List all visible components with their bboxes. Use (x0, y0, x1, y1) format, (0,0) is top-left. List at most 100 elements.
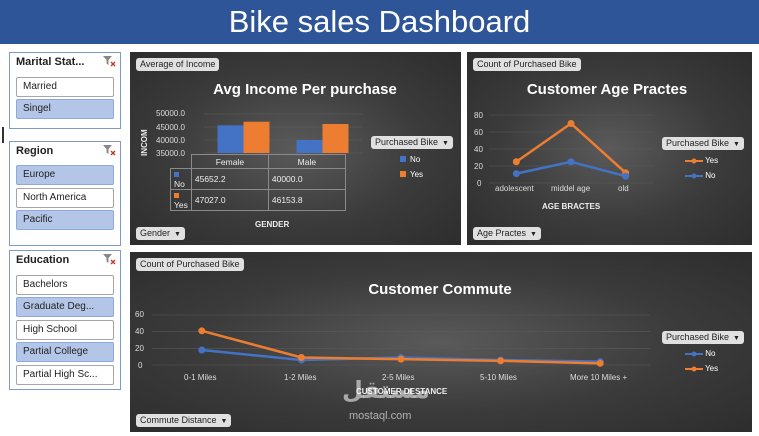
data-point-no (622, 172, 630, 180)
y-tick: 60 (474, 128, 483, 137)
legend-field-button[interactable]: Purchased Bike ▼ (662, 137, 744, 150)
legend-item-yes: Yes (400, 170, 423, 179)
slicer-item-pacific[interactable]: Pacific (16, 210, 114, 230)
bar-yes (322, 124, 349, 153)
data-point-yes (497, 357, 505, 365)
x-tick: adolescent (495, 184, 534, 193)
axis-field-button[interactable]: Gender ▼ (136, 227, 185, 240)
axis-field-button[interactable]: Age Practes ▼ (473, 227, 541, 240)
slicer-header: Region (10, 142, 120, 161)
y-tick: 0 (477, 179, 482, 188)
value-field-button[interactable]: Average of Income (136, 58, 220, 71)
y-tick: 35000.0 (156, 149, 185, 158)
table-cell: 40000.0 (267, 168, 346, 190)
axis-field-button[interactable]: Commute Distance ▼ (136, 414, 232, 427)
clear-filter-icon[interactable] (102, 55, 116, 67)
slicer-item-bachelors[interactable]: Bachelors (16, 275, 114, 295)
table-cell: 45652.2 (190, 168, 269, 190)
slicer-item-europe[interactable]: Europe (16, 165, 114, 185)
legend-marker-icon (685, 158, 703, 164)
data-point-no (198, 346, 206, 354)
table-cell: 47027.0 (190, 189, 269, 211)
bar-no (296, 140, 323, 153)
slicer-item-singel[interactable]: Singel (16, 99, 114, 119)
legend-marker-icon (685, 351, 703, 357)
y-tick: 20 (474, 162, 483, 171)
clear-filter-icon[interactable] (102, 144, 116, 156)
x-tick: 2-5 Miles (382, 373, 415, 382)
y-tick: 0 (138, 361, 143, 370)
y-tick: 20 (135, 344, 144, 353)
x-tick: old (618, 184, 629, 193)
income-bar-chart (204, 113, 362, 154)
slicer-item-north-america[interactable]: North America (16, 188, 114, 208)
legend-marker-icon (685, 173, 703, 179)
x-tick: More 10 Miles + (570, 373, 628, 382)
table-header: Male (267, 154, 346, 169)
slicer-item-graduate-degree[interactable]: Graduate Deg... (16, 297, 114, 317)
chart-title: Avg Income Per purchase (213, 81, 397, 98)
chart-title: Customer Age Practes (526, 81, 688, 98)
data-table: Female Male No 45652.2 40000.0 Yes 47027.0 46… (170, 154, 346, 211)
data-point-yes (198, 327, 206, 335)
age-chart-panel: Count of Purchased Bike Customer Age Pra… (467, 52, 752, 245)
slicer-item-partial-college[interactable]: Partial College (16, 342, 114, 362)
table-row: Yes 47027.0 46153.8 (170, 189, 346, 211)
legend-field-button[interactable]: Purchased Bike ▼ (662, 331, 744, 344)
dropdown-arrow-icon: ▼ (220, 418, 228, 425)
slicer-header: Marital Stat... (10, 53, 120, 72)
data-point-yes (567, 120, 575, 127)
y-tick: 80 (474, 111, 483, 120)
dashboard-title: Bike sales Dashboard (0, 0, 759, 44)
x-tick: 1-2 Miles (284, 373, 317, 382)
clear-filter-icon[interactable] (102, 253, 116, 265)
legend-item-yes: Yes (685, 156, 718, 165)
table-header: Female (190, 154, 269, 169)
y-tick: 40 (135, 327, 144, 336)
x-axis-label: GENDER (255, 220, 290, 229)
data-point-yes (596, 359, 604, 367)
data-point-yes (397, 355, 405, 363)
x-tick: 5-10 Miles (480, 373, 517, 382)
legend-item-no: No (400, 155, 420, 164)
y-tick: 40 (474, 145, 483, 154)
bar-yes (243, 121, 270, 153)
slicer-item-married[interactable]: Married (16, 77, 114, 97)
legend-marker-icon (685, 366, 703, 372)
value-field-button[interactable]: Count of Purchased Bike (136, 258, 244, 271)
dropdown-arrow-icon: ▼ (174, 231, 181, 238)
x-axis-label: CUSTOMER DESTANCE (356, 387, 448, 396)
region-slicer[interactable]: Region Europe North America Pacific (9, 141, 121, 246)
dropdown-arrow-icon: ▼ (733, 141, 740, 148)
data-point-yes (297, 354, 305, 361)
table-cell: 46153.8 (267, 189, 346, 211)
series-line-yes (515, 121, 627, 174)
table-row: No 45652.2 40000.0 (170, 168, 346, 190)
commute-chart-panel: Count of Purchased Bike Customer Commute… (130, 252, 752, 432)
y-tick: 45000.0 (156, 123, 185, 132)
bar-no (217, 125, 244, 153)
legend-field-button[interactable]: Purchased Bike ▼ (371, 136, 453, 149)
legend-item-no: No (685, 171, 715, 180)
value-field-button[interactable]: Count of Purchased Bike (473, 58, 581, 71)
data-point-no (567, 158, 575, 166)
dropdown-arrow-icon: ▼ (733, 335, 740, 342)
legend-item-yes: Yes (685, 364, 718, 373)
watermark-url: mostaql.com (349, 410, 412, 422)
x-axis-label: AGE BRACTES (542, 202, 601, 211)
marital-status-slicer[interactable]: Marital Stat... Married Singel (9, 52, 121, 129)
cell-cursor (2, 127, 4, 143)
watermark-logo: مستقل (342, 376, 430, 404)
income-chart-panel: Average of Income Avg Income Per purchas… (130, 52, 461, 245)
commute-line-chart (152, 314, 650, 367)
y-tick: 50000.0 (156, 109, 185, 118)
x-tick: middel age (551, 184, 591, 193)
data-point-yes (512, 158, 520, 166)
y-tick: 60 (135, 310, 144, 319)
x-tick: 0-1 Miles (184, 373, 217, 382)
slicer-item-high-school[interactable]: High School (16, 320, 114, 340)
education-slicer[interactable]: Education Bachelors Graduate Deg... High… (9, 250, 121, 390)
dropdown-arrow-icon: ▼ (442, 140, 449, 147)
age-line-chart (489, 114, 653, 184)
slicer-item-partial-high-school[interactable]: Partial High Sc... (16, 365, 114, 385)
